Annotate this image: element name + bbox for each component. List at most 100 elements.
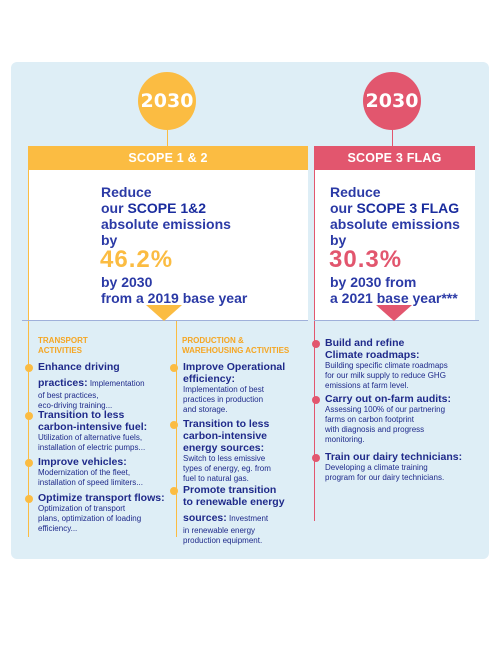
goal-line: by 2030 from	[330, 274, 417, 290]
action-title-row: practices: Implementation	[38, 373, 174, 391]
bullet-dot	[170, 421, 178, 429]
action-title: Train our dairy technicians:	[325, 451, 463, 463]
action-desc: fuel to natural gas.	[183, 474, 249, 483]
pointer-triangle-right	[376, 305, 412, 321]
goal-after-right: by 2030 from a 2021 base year***	[330, 274, 458, 306]
category-heading-transport: TRANSPORT ACTIVITIES	[38, 336, 88, 356]
action-desc: installation of speed limiters...	[38, 478, 143, 487]
action-title: Improve Operational	[183, 361, 286, 373]
action-item: Enhance driving practices: Implementatio…	[25, 361, 174, 411]
action-title: Improve vehicles:	[38, 456, 127, 468]
action-title: Climate roadmaps:	[325, 349, 420, 361]
action-title-row: sources: Investment	[183, 508, 308, 526]
connector-right	[392, 130, 393, 146]
action-desc: Switch to less emissive	[183, 454, 266, 463]
bullet-dot	[312, 454, 320, 462]
goal-line: by	[330, 232, 347, 248]
bullet-dot	[312, 340, 320, 348]
action-title: practices:	[38, 377, 88, 389]
bullet-dot	[312, 396, 320, 404]
connector-left	[167, 130, 168, 146]
year-badge-left: 2030	[138, 72, 196, 130]
bullet-dot	[25, 495, 33, 503]
action-desc: program for our dairy technicians.	[325, 473, 445, 482]
action-title: Carry out on-farm audits:	[325, 393, 452, 405]
action-desc: in renewable energy	[183, 526, 256, 535]
action-desc: monitoring.	[325, 435, 365, 444]
goal-line-part: our	[101, 200, 128, 216]
action-title: carbon-intensive	[183, 430, 268, 442]
action-desc: practices in production	[183, 395, 264, 404]
action-desc: and storage.	[183, 405, 228, 414]
goal-line: by	[101, 232, 118, 248]
action-title: energy sources:	[183, 442, 265, 454]
goal-card-left	[28, 170, 308, 320]
action-desc: efficiency...	[38, 524, 78, 533]
action-item: Transition to less carbon-intensive ener…	[170, 418, 308, 484]
goal-line: from a 2019 base year	[101, 290, 248, 306]
action-title: carbon-intensive fuel:	[38, 421, 148, 433]
bullet-dot	[170, 364, 178, 372]
goal-text-right: Reduce our SCOPE 3 FLAG absolute emissio…	[330, 184, 460, 248]
action-desc: Implementation	[87, 379, 145, 388]
goal-line: absolute emissions	[330, 216, 460, 232]
action-desc: Assessing 100% of our partnering	[325, 405, 446, 414]
pointer-triangle-left	[146, 305, 182, 321]
action-desc: types of energy, eg. from	[183, 464, 271, 473]
action-desc: plans, optimization of loading	[38, 514, 142, 523]
action-desc: Optimization of transport	[38, 504, 126, 513]
goal-line: by 2030	[101, 274, 153, 290]
goal-line-part: our	[330, 200, 357, 216]
goal-after-left: by 2030 from a 2019 base year	[101, 274, 247, 306]
heading-line: WAREHOUSING ACTIVITIES	[182, 346, 290, 355]
action-title: sources:	[183, 512, 227, 524]
action-title: to renewable energy	[183, 496, 285, 508]
action-title: Transition to less	[38, 409, 125, 421]
action-desc: emissions at farm level.	[325, 381, 409, 390]
actions-line-middle	[176, 321, 177, 537]
goal-text-left: Reduce our SCOPE 1&2 absolute emissions …	[101, 184, 231, 248]
action-title: Promote transition	[183, 484, 277, 496]
action-desc: Investment	[226, 514, 269, 523]
action-desc: for our milk supply to reduce GHG	[325, 371, 446, 380]
action-desc: of best practices,	[38, 391, 99, 400]
goal-line: absolute emissions	[101, 216, 231, 232]
action-title: Build and refine	[325, 337, 405, 349]
action-desc: Modernization of the fleet,	[38, 468, 131, 477]
category-heading-production: PRODUCTION & WAREHOUSING ACTIVITIES	[182, 336, 289, 356]
action-item: Train our dairy technicians: Developing …	[312, 451, 480, 483]
percent-right: 30.3%	[329, 246, 403, 273]
goal-card-right	[314, 170, 475, 320]
action-desc: eco-driving training...	[38, 401, 113, 410]
action-desc: farms on carbon footprint	[325, 415, 414, 424]
actions-line-left	[28, 321, 29, 537]
scope-highlight: SCOPE 3 FLAG	[356, 200, 460, 216]
bullet-dot	[25, 364, 33, 372]
heading-line: TRANSPORT	[38, 336, 88, 345]
action-item: Build and refine Climate roadmaps: Build…	[312, 337, 480, 391]
action-desc: Utilization of alternative fuels,	[38, 433, 143, 442]
action-item: Improve Operational efficiency: Implemen…	[170, 361, 308, 415]
goal-line: Reduce	[330, 184, 381, 200]
bullet-dot	[25, 412, 33, 420]
action-desc: production equipment.	[183, 536, 263, 545]
goal-line: Reduce	[101, 184, 152, 200]
action-desc: installation of electric pumps...	[38, 443, 146, 452]
action-item: Transition to less carbon-intensive fuel…	[25, 409, 174, 453]
bullet-dot	[170, 487, 178, 495]
action-title: efficiency:	[183, 373, 235, 385]
action-desc: with diagnosis and progress	[325, 425, 425, 434]
goal-line: a 2021 base year***	[330, 290, 458, 306]
action-desc: Developing a climate training	[325, 463, 428, 472]
action-title: Transition to less	[183, 418, 270, 430]
bullet-dot	[25, 459, 33, 467]
heading-line: PRODUCTION &	[182, 336, 244, 345]
action-title: Optimize transport flows:	[38, 492, 165, 504]
actions-line-right	[314, 321, 315, 521]
scope-highlight: SCOPE 1&2	[127, 200, 207, 216]
heading-line: ACTIVITIES	[38, 346, 83, 355]
scope-header-left: SCOPE 1 & 2	[28, 146, 308, 170]
action-title: Enhance driving	[38, 361, 120, 373]
goal-line: our SCOPE 1&2	[101, 200, 231, 216]
action-desc: Implementation of best	[183, 385, 264, 394]
